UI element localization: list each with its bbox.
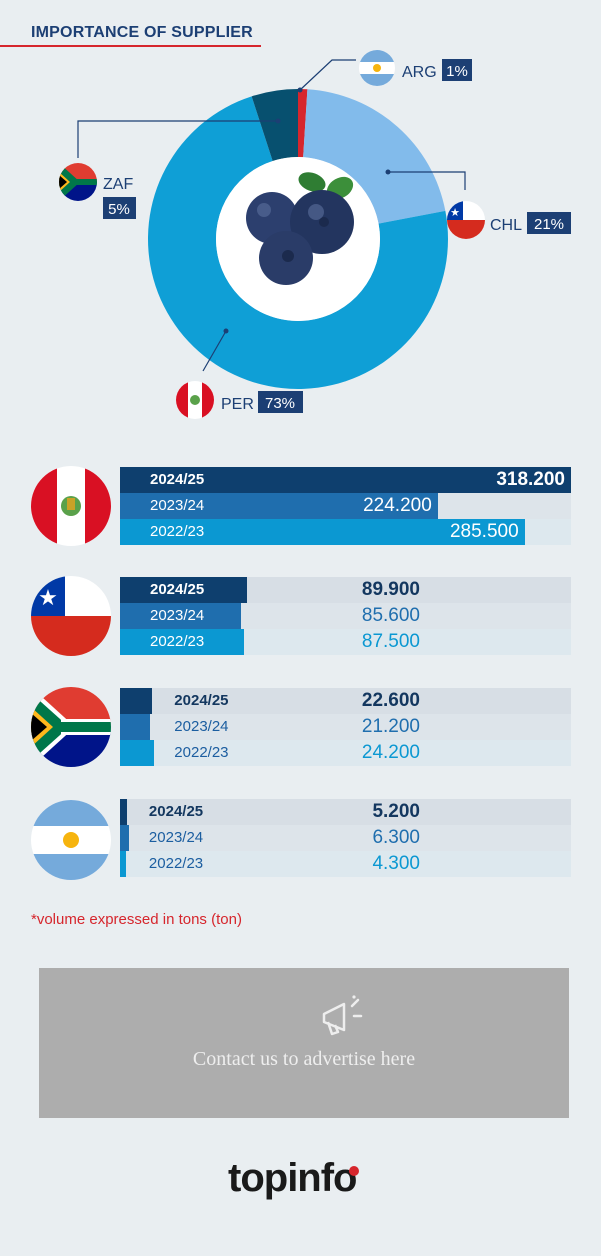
bar-value-label: 87.500 (361, 631, 420, 652)
flag-per-small-icon (176, 381, 214, 419)
svg-text:★: ★ (450, 206, 460, 219)
bar-year-label: 2023/24 (150, 607, 205, 624)
donut-slice-per (147, 96, 448, 390)
bar-per-2023-24 (120, 493, 438, 519)
value-zaf: 5% (108, 201, 130, 218)
bar-row-arg-1: 2023/24 6.300 (120, 825, 571, 851)
flag-south-africa-icon (31, 687, 111, 767)
bar-year-label: 2024/25 (148, 803, 204, 820)
bar-group-chl: 2024/25 89.900 2023/24 85.600 2022/23 87.500 (120, 577, 571, 655)
title-underline (0, 45, 261, 47)
bar-value-label: 318.200 (496, 469, 565, 490)
bar-row-zaf-2: 2022/23 24.200 (120, 740, 571, 766)
bar-per-2022-23 (120, 519, 525, 545)
bar-track (120, 799, 571, 825)
bar-zaf-2023-24 (120, 714, 151, 740)
bar-year-label: 2022/23 (174, 744, 229, 761)
bar-arg-2024-25 (120, 799, 128, 825)
bar-year-label: 2024/25 (150, 581, 205, 598)
flag-chl-small-icon: ★ (447, 201, 485, 239)
bar-row-zaf-1: 2023/24 21.200 (120, 714, 571, 740)
bar-per-2024-25 (120, 467, 571, 493)
bar-row-chl-1: 2023/24 85.600 (120, 603, 571, 629)
advertise-text: Contact us to advertise here (192, 1048, 416, 1070)
bar-arg-2023-24 (120, 825, 129, 851)
label-chl: CHL (490, 217, 522, 234)
bar-value-label: 4.300 (372, 853, 420, 874)
page-title: IMPORTANCE OF SUPPLIER (31, 24, 253, 41)
label-per: PER (221, 396, 254, 413)
bar-track (120, 688, 571, 714)
bar-zaf-2024-25 (120, 688, 153, 714)
bar-chl-2024-25 (120, 577, 248, 603)
leader-zaf (77, 120, 278, 158)
bar-year-label: 2024/25 (174, 692, 229, 709)
bar-row-per-2: 2022/23 285.500 (120, 519, 571, 545)
topinfo-logo[interactable]: topinfo (228, 1156, 359, 1201)
bar-value-label: 22.600 (361, 690, 420, 711)
value-per: 73% (265, 395, 295, 412)
bar-value-label: 224.200 (363, 495, 432, 516)
bar-chl-2022-23 (120, 629, 245, 655)
bar-group-zaf: 2024/25 22.600 2023/24 21.200 2022/23 24.200 (120, 688, 571, 766)
donut-slice-arg (298, 89, 308, 158)
bar-arg-2022-23 (120, 851, 127, 877)
bar-row-zaf-0: 2024/25 22.600 (120, 688, 571, 714)
bar-group-per: 2024/25 318.200 2023/24 224.200 2022/23 285.5… (120, 467, 571, 545)
logo-text: topinfo (228, 1156, 357, 1200)
label-zaf: ZAF (103, 176, 133, 193)
bar-track (120, 740, 571, 766)
bar-year-label: 2023/24 (150, 497, 205, 514)
bar-value-label: 6.300 (372, 827, 420, 848)
bar-year-label: 2023/24 (148, 829, 204, 846)
megaphone-icon (322, 995, 363, 1036)
supplier-donut-chart: ★ ARG 1% CHL 21% ZAF 5% PER 73% (59, 50, 571, 419)
bar-value-label: 89.900 (361, 579, 420, 600)
bar-row-chl-2: 2022/23 87.500 (120, 629, 571, 655)
flag-chile-icon: ★ (31, 576, 111, 656)
bar-row-arg-0: 2024/25 5.200 (120, 799, 571, 825)
leader-chl (388, 171, 466, 190)
bar-group-arg: 2024/25 5.200 2023/24 6.300 2022/23 4.300 (120, 799, 571, 877)
label-arg: ARG (402, 64, 437, 81)
flag-zaf-small-icon (59, 163, 97, 201)
value-chl: 21% (534, 216, 564, 233)
donut-slice-zaf (251, 89, 298, 162)
bar-year-label: 2024/25 (150, 471, 205, 488)
advertise-banner[interactable]: Contact us to advertise here (39, 968, 569, 1118)
blueberry-image (246, 172, 354, 285)
flag-arg-small-icon (359, 50, 395, 86)
bar-row-arg-2: 2022/23 4.300 (120, 851, 571, 877)
svg-text:★: ★ (38, 586, 58, 611)
bar-year-label: 2022/23 (148, 855, 204, 872)
bar-year-label: 2022/23 (150, 633, 205, 650)
leader-arg (299, 59, 356, 91)
bar-track (120, 851, 571, 877)
bar-row-per-1: 2023/24 224.200 (120, 493, 571, 519)
bar-value-label: 85.600 (361, 605, 420, 626)
bar-row-per-0: 2024/25 318.200 (120, 467, 571, 493)
bar-value-label: 21.200 (361, 716, 420, 737)
footnote: *volume expressed in tons (ton) (31, 911, 242, 928)
bar-year-label: 2023/24 (174, 718, 229, 735)
bar-year-label: 2022/23 (150, 523, 205, 540)
leader-per (202, 330, 227, 372)
bar-value-label: 285.500 (449, 521, 519, 542)
bar-value-label: 5.200 (372, 801, 420, 822)
bar-track (120, 825, 571, 851)
bar-chl-2023-24 (120, 603, 242, 629)
flag-argentina-icon (31, 800, 111, 880)
flag-peru-icon (31, 466, 111, 546)
bar-zaf-2022-23 (120, 740, 155, 766)
bar-row-chl-0: 2024/25 89.900 (120, 577, 571, 603)
logo-accent-icon (348, 1166, 359, 1176)
donut-slice-chl (303, 89, 446, 224)
value-arg: 1% (446, 63, 468, 80)
bar-track (120, 714, 571, 740)
bar-value-label: 24.200 (361, 742, 420, 763)
